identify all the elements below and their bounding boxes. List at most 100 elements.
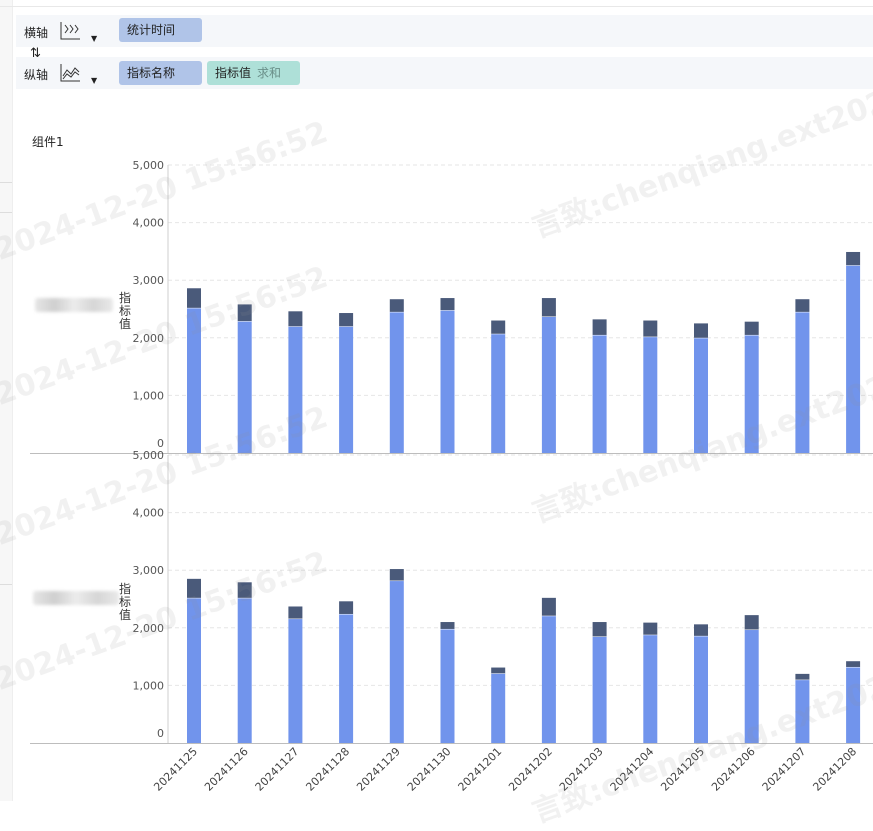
- x-axis-shelf: 横轴 ▼ 统计时间: [16, 15, 873, 47]
- bar-segment: [288, 606, 303, 619]
- x-field-pill[interactable]: 统计时间: [119, 18, 202, 42]
- x-tick-label: 20241208: [810, 745, 859, 794]
- y-tick-label: 4,000: [133, 217, 165, 230]
- x-axis-chart-type-icon[interactable]: [58, 20, 82, 42]
- left-panel-divider: [0, 212, 12, 213]
- bar-segment: [187, 578, 201, 598]
- left-panel-divider: [0, 182, 12, 183]
- bar-segment: [339, 326, 354, 453]
- y-tick-label: 0: [157, 437, 164, 450]
- y-tick-label: 3,000: [133, 564, 165, 577]
- bar-segment: [795, 311, 810, 453]
- bar-segment: [491, 673, 506, 743]
- y-axis-shelf-label: 纵轴: [24, 68, 49, 82]
- bar-segment: [237, 304, 252, 322]
- left-panel-divider: [0, 584, 12, 585]
- bar-segment: [237, 321, 252, 453]
- y-axis-title-2: 指标值: [118, 582, 131, 622]
- y-axis-title-1: 指标值: [118, 291, 131, 331]
- bar-chart-panels: 01,0002,0003,0004,0005,00001,0002,0003,0…: [30, 159, 873, 794]
- bar-segment: [694, 337, 708, 453]
- bar-segment: [541, 615, 556, 743]
- bar-segment: [643, 634, 658, 743]
- bar-segment: [187, 307, 201, 453]
- bar-segment: [491, 333, 506, 453]
- bar-segment: [846, 265, 861, 453]
- bar-segment: [187, 288, 201, 308]
- bar-segment: [846, 251, 861, 266]
- y-axis-chart-type-icon[interactable]: [58, 62, 82, 84]
- row-header-redacted: [35, 298, 113, 312]
- bar-segment: [541, 316, 556, 453]
- x-tick-label: 20241207: [760, 745, 809, 794]
- y-tick-label: 3,000: [133, 274, 165, 287]
- swap-axes-icon[interactable]: ⇅: [30, 46, 41, 61]
- bar-segment: [541, 298, 556, 317]
- bar-segment: [389, 569, 404, 581]
- bar-segment: [187, 597, 201, 743]
- y-tick-label: 5,000: [133, 449, 165, 462]
- x-tick-label: 20241128: [303, 745, 352, 794]
- bar-segment: [744, 629, 759, 743]
- bar-segment: [795, 673, 810, 680]
- bar-segment: [592, 334, 607, 453]
- x-tick-label: 20241125: [151, 745, 200, 794]
- y-tick-label: 1,000: [133, 679, 165, 692]
- bar-segment: [288, 326, 303, 453]
- y-field-pill-name[interactable]: 指标名称: [119, 61, 202, 85]
- x-tick-label: 20241201: [456, 745, 505, 794]
- bar-segment: [237, 597, 252, 743]
- bar-segment: [440, 298, 455, 311]
- y-field-value-label: 指标值: [215, 66, 252, 80]
- bar-segment: [795, 679, 810, 743]
- bar-segment: [237, 582, 252, 598]
- bar-segment: [694, 323, 708, 338]
- bar-segment: [592, 636, 607, 743]
- bar-segment: [744, 321, 759, 335]
- bar-segment: [643, 336, 658, 453]
- bar-segment: [846, 661, 861, 667]
- x-tick-label: 20241130: [405, 745, 454, 794]
- bar-segment: [339, 313, 354, 327]
- bar-segment: [389, 580, 404, 743]
- y-tick-label: 0: [157, 727, 164, 740]
- bar-segment: [744, 615, 759, 630]
- bar-segment: [795, 299, 810, 312]
- y-tick-label: 1,000: [133, 389, 165, 402]
- x-tick-label: 20241127: [253, 745, 302, 794]
- bar-segment: [643, 320, 658, 337]
- y-field-name-label: 指标名称: [127, 66, 176, 80]
- bar-segment: [643, 622, 658, 635]
- component-title: 组件1: [32, 135, 64, 149]
- bar-segment: [389, 311, 404, 453]
- bar-segment: [339, 601, 354, 614]
- bar-segment: [694, 635, 708, 743]
- bar-segment: [440, 628, 455, 743]
- x-tick-label: 20241126: [202, 745, 251, 794]
- x-field-label: 统计时间: [127, 23, 176, 37]
- x-axis-chevron-down-icon[interactable]: ▼: [91, 34, 98, 43]
- bar-segment: [440, 310, 455, 453]
- bar-segment: [592, 622, 607, 637]
- y-field-pill-value[interactable]: 指标值 求和: [207, 61, 300, 85]
- bar-segment: [491, 320, 506, 334]
- y-tick-label: 2,000: [133, 332, 165, 345]
- bar-segment: [389, 299, 404, 312]
- y-tick-label: 5,000: [133, 159, 165, 172]
- x-tick-label: 20241129: [354, 745, 403, 794]
- row-header-redacted: [33, 591, 119, 605]
- bar-segment: [541, 597, 556, 616]
- y-field-agg-label: 求和: [257, 66, 282, 80]
- bar-segment: [744, 334, 759, 453]
- y-tick-label: 4,000: [133, 507, 165, 520]
- y-axis-chevron-down-icon[interactable]: ▼: [91, 76, 98, 85]
- bar-segment: [339, 613, 354, 743]
- y-tick-label: 2,000: [133, 622, 165, 635]
- bar-segment: [440, 622, 455, 629]
- top-divider: [0, 6, 873, 7]
- y-axis-shelf: 纵轴 ▼ 指标名称 指标值 求和: [16, 57, 873, 89]
- bar-segment: [846, 666, 861, 743]
- left-panel-edge: [0, 0, 13, 801]
- x-axis-shelf-label: 横轴: [24, 26, 49, 40]
- bar-segment: [592, 319, 607, 335]
